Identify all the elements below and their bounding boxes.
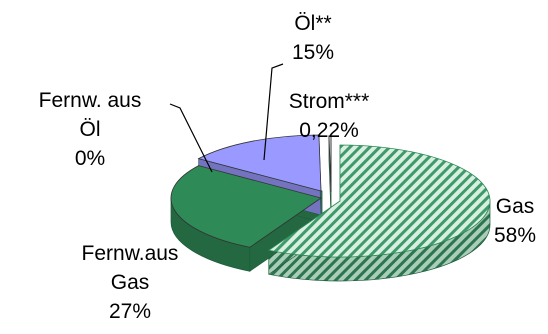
pie-top-layer (170, 134, 491, 258)
slice-label-line: Öl** (294, 12, 331, 35)
slice-label-line: Fernw.aus (82, 242, 179, 265)
slice-label-line: Gas (496, 195, 535, 218)
slice-label-line: Strom*** (289, 90, 370, 113)
slice-label-line: Öl (80, 118, 101, 141)
leader-lines (169, 63, 284, 173)
slice-4 (197, 134, 322, 192)
leader-line-4 (263, 63, 284, 161)
slice-label-line: 0% (75, 147, 105, 170)
slice-label-5: Strom*** 0,22% (289, 90, 370, 142)
slice-labels: Gas 58% Fernw.aus Gas 27% Fernw. aus Öl 0% Öl** 1… (39, 12, 536, 323)
slice-label-line: Gas (111, 271, 150, 294)
slice-label-4: Öl** 15% (292, 12, 334, 64)
slice-label-2: Fernw.aus Gas 27% (82, 242, 179, 323)
slice-label-line: 58% (494, 224, 536, 247)
slice-label-1: Gas 58% (494, 195, 536, 247)
leader-line-3 (169, 103, 213, 173)
slice-label-line: 27% (109, 300, 151, 323)
slice-label-line: 0,22% (299, 119, 359, 142)
slice-5 (328, 135, 332, 193)
slice-label-line: 15% (292, 41, 334, 64)
slice-label-3: Fernw. aus Öl 0% (39, 89, 142, 170)
slice-2 (170, 165, 322, 248)
slice-1 (267, 144, 491, 258)
slice-label-line: Fernw. aus (39, 89, 142, 112)
